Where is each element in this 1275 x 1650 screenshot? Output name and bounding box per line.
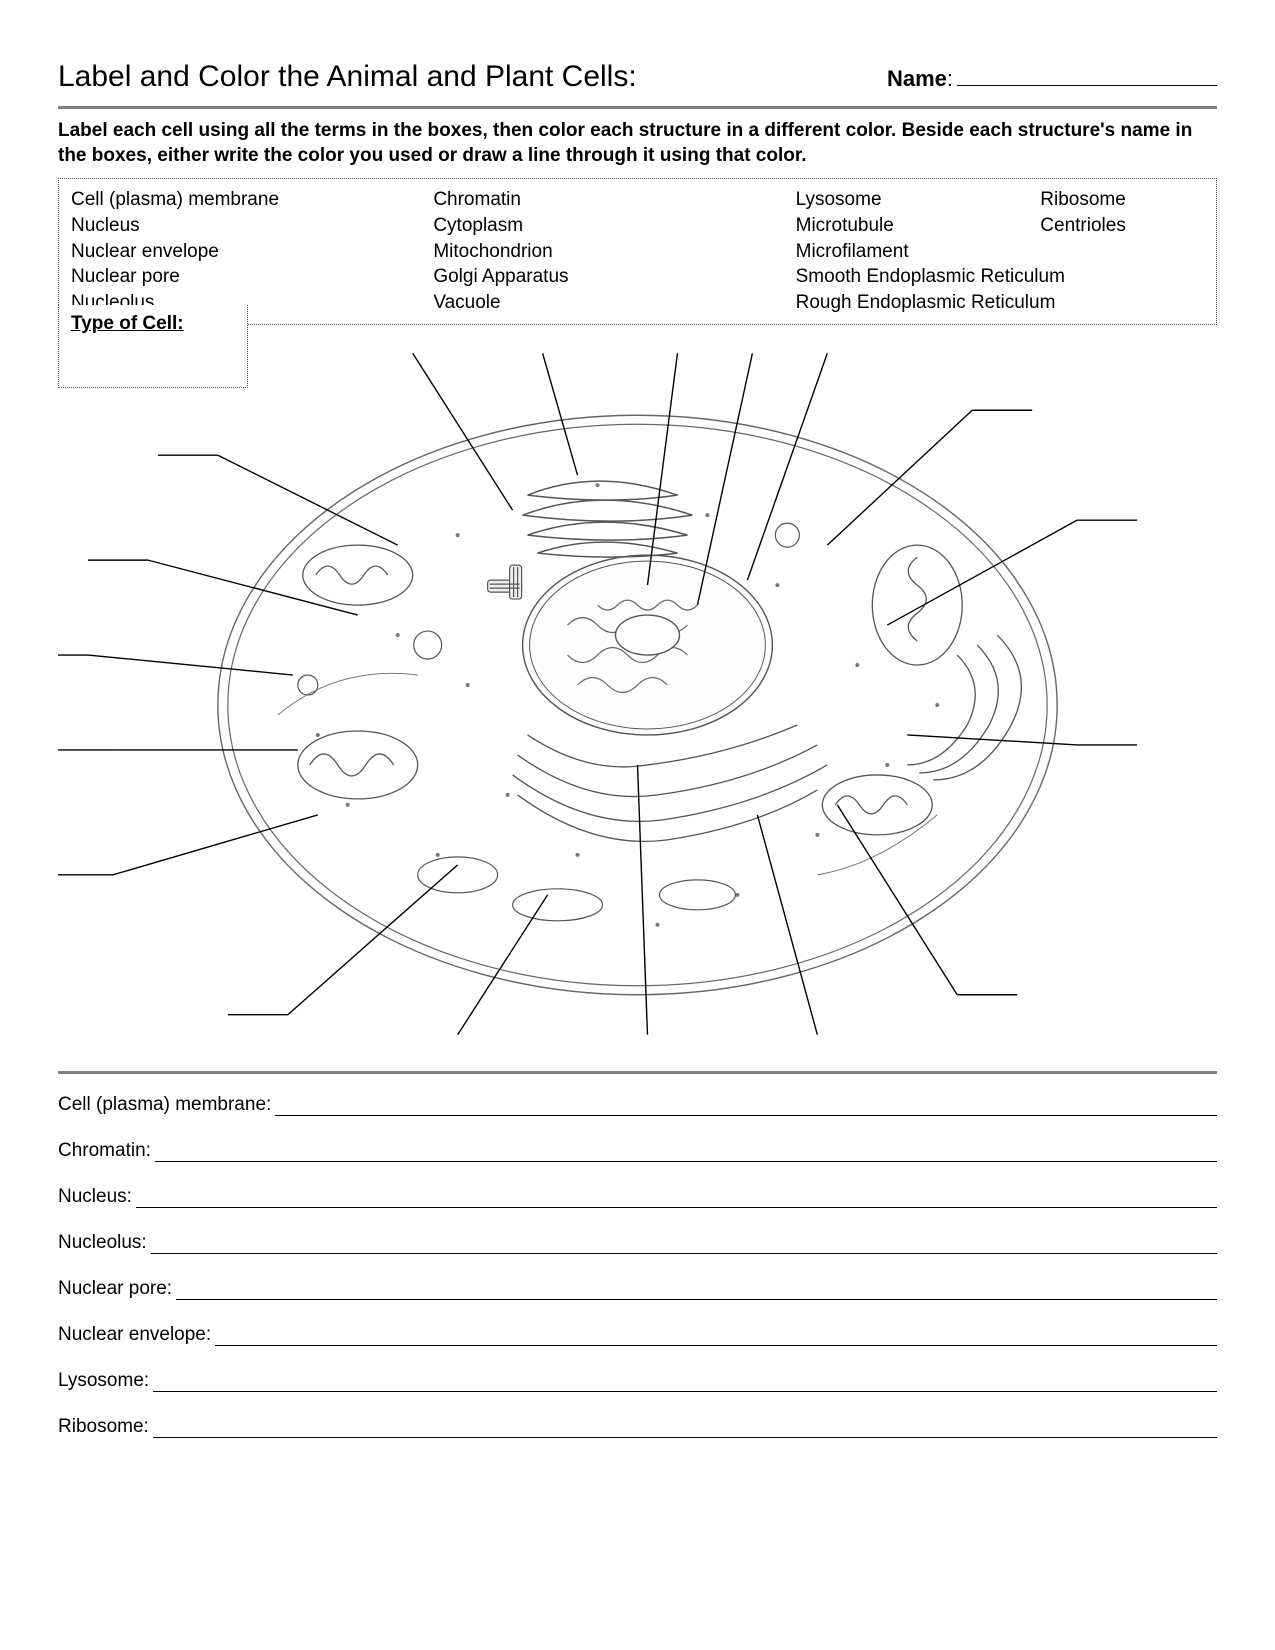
fill-blank[interactable] [176, 1281, 1217, 1300]
fill-lines: Cell (plasma) membrane: Chromatin: Nucle… [58, 1094, 1217, 1438]
term-box: Cell (plasma) membrane Nucleus Nuclear e… [58, 178, 1217, 324]
cell-diagram [58, 335, 1217, 1055]
page-title: Label and Color the Animal and Plant Cel… [58, 60, 637, 94]
instructions-text: Label each cell using all the terms in t… [58, 119, 1217, 168]
fill-label: Lysosome: [58, 1370, 153, 1392]
fill-line[interactable]: Nuclear envelope: [58, 1324, 1217, 1346]
name-label: Name [887, 66, 947, 91]
term-col-1: Cell (plasma) membrane Nucleus Nuclear e… [71, 187, 411, 315]
term: Ribosome [1040, 187, 1204, 213]
divider-bottom [58, 1071, 1217, 1074]
fill-line[interactable]: Lysosome: [58, 1370, 1217, 1392]
term: Lysosome [796, 187, 1001, 213]
fill-line[interactable]: Chromatin: [58, 1140, 1217, 1162]
fill-label: Nuclear pore: [58, 1278, 176, 1300]
cell-diagram-svg [58, 335, 1217, 1055]
name-blank[interactable] [957, 85, 1217, 86]
term-col-3: Lysosome Microtubule Microfilament Ribos… [796, 187, 1204, 315]
fill-blank[interactable] [155, 1143, 1217, 1162]
term: Microfilament [796, 239, 1001, 265]
term: Chromatin [433, 187, 773, 213]
fill-line[interactable]: Nucleus: [58, 1186, 1217, 1208]
fill-blank[interactable] [136, 1189, 1217, 1208]
fill-label: Nucleolus: [58, 1232, 151, 1254]
fill-label: Ribosome: [58, 1416, 153, 1438]
name-field: Name: [887, 66, 1217, 92]
term: Golgi Apparatus [433, 264, 773, 290]
type-of-cell-label: Type of Cell: [71, 311, 235, 337]
term: Vacuole [433, 290, 773, 316]
fill-label: Chromatin: [58, 1140, 155, 1162]
term: Cytoplasm [433, 213, 773, 239]
fill-label: Nucleus: [58, 1186, 136, 1208]
fill-line[interactable]: Nucleolus: [58, 1232, 1217, 1254]
fill-label: Nuclear envelope: [58, 1324, 215, 1346]
fill-label: Cell (plasma) membrane: [58, 1094, 275, 1116]
term: Microtubule [796, 213, 1001, 239]
fill-blank[interactable] [151, 1235, 1217, 1254]
fill-line[interactable]: Nuclear pore: [58, 1278, 1217, 1300]
fill-blank[interactable] [153, 1373, 1217, 1392]
term: Mitochondrion [433, 239, 773, 265]
divider-top [58, 106, 1217, 109]
fill-line[interactable]: Cell (plasma) membrane: [58, 1094, 1217, 1116]
fill-blank[interactable] [215, 1327, 1217, 1346]
fill-blank[interactable] [275, 1097, 1217, 1116]
term: Nucleus [71, 213, 411, 239]
fill-line[interactable]: Ribosome: [58, 1416, 1217, 1438]
term: Cell (plasma) membrane [71, 187, 411, 213]
term: Rough Endoplasmic Reticulum [796, 290, 1204, 316]
term: Nuclear pore [71, 264, 411, 290]
term-col-2: Chromatin Cytoplasm Mitochondrion Golgi … [433, 187, 773, 315]
term: Nuclear envelope [71, 239, 411, 265]
term: Centrioles [1040, 213, 1204, 239]
fill-blank[interactable] [153, 1419, 1217, 1438]
term: Smooth Endoplasmic Reticulum [796, 264, 1204, 290]
